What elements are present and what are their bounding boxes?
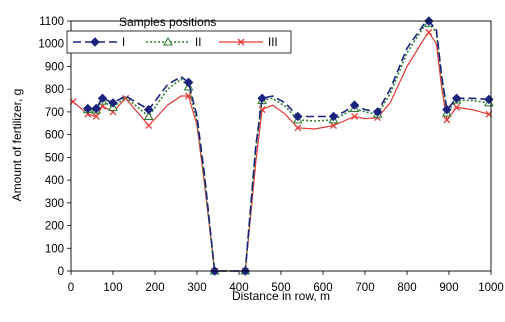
ticks-layer: 0 100 200 300 400 500 600 700 800 900 1000 1100 0 100… — [38, 16, 503, 294]
data-point — [91, 103, 101, 114]
series-line — [87, 20, 489, 272]
data-point — [293, 111, 303, 122]
data-point — [92, 112, 100, 120]
data-point — [83, 103, 93, 114]
y-tick-label: 400 — [45, 175, 64, 187]
data-point — [143, 111, 154, 121]
data-point — [97, 93, 108, 103]
data-point — [328, 111, 339, 122]
data-point — [145, 122, 153, 130]
legend-label: I — [122, 37, 125, 49]
marker-stroke — [122, 94, 130, 102]
legend-entries: I II III — [73, 36, 278, 49]
data-point — [351, 112, 358, 120]
series-line — [72, 31, 490, 272]
legend: Samples positions I II III — [66, 15, 292, 54]
legend-marker — [163, 36, 173, 46]
marker-stroke — [237, 38, 245, 46]
data-point — [108, 98, 118, 108]
data-point — [349, 100, 360, 110]
marker-stroke — [294, 124, 302, 132]
data-point — [453, 103, 461, 111]
data-point — [451, 93, 462, 103]
data-point — [122, 94, 130, 102]
y-tick-label: 300 — [45, 198, 64, 210]
x-tick-label: 100 — [103, 282, 122, 294]
data-point — [425, 28, 433, 36]
x-axis-title: Distance in row, m — [232, 289, 330, 303]
legend-marker — [237, 38, 245, 46]
legend-marker — [90, 37, 100, 47]
marker-stroke — [443, 116, 451, 124]
marker-stroke — [92, 112, 100, 120]
data-point — [443, 116, 451, 124]
x-tick-label: 800 — [397, 282, 416, 294]
y-tick-label: 200 — [45, 221, 64, 233]
y-tick-label: 900 — [45, 61, 64, 73]
legend-entry-iii: III — [219, 37, 278, 49]
y-tick-label: 600 — [45, 130, 64, 142]
x-tick-label: 400 — [229, 282, 248, 294]
y-tick-label: 500 — [45, 152, 64, 164]
legend-title: Samples positions — [119, 15, 216, 29]
x-tick-label: 200 — [145, 282, 164, 294]
marker-stroke — [453, 103, 461, 111]
data-point — [185, 92, 193, 100]
data-point — [294, 124, 302, 132]
y-tick-label: 1000 — [38, 39, 64, 51]
y-tick-label: 0 — [58, 266, 64, 278]
y-tick-label: 1100 — [39, 16, 64, 28]
x-tick-label: 500 — [271, 282, 290, 294]
y-tick-label: 800 — [45, 84, 64, 96]
x-tick-label: 0 — [68, 282, 74, 294]
marker-stroke — [351, 112, 358, 120]
data-point — [183, 77, 194, 88]
x-tick-label: 300 — [187, 282, 206, 294]
data-point — [330, 122, 337, 130]
marker-stroke — [425, 28, 433, 36]
legend-label: II — [195, 37, 201, 49]
data-point — [442, 104, 452, 115]
marker-stroke — [145, 122, 153, 130]
legend-entry-ii: II — [146, 36, 201, 49]
data-point — [257, 93, 267, 103]
marker-stroke — [330, 122, 337, 130]
x-tick-label: 700 — [355, 282, 374, 294]
series-layer — [69, 16, 494, 276]
y-axis-title: Amount of fertilizer, g — [10, 89, 24, 202]
marker-stroke — [185, 92, 193, 100]
x-tick-label: 600 — [313, 282, 332, 294]
x-tick-label: 900 — [439, 282, 458, 294]
legend-entry-i: I — [73, 37, 125, 49]
x-tick-label: 1000 — [478, 282, 504, 294]
legend-label: III — [268, 37, 278, 49]
y-tick-label: 100 — [45, 243, 64, 255]
data-point — [143, 104, 154, 115]
y-tick-label: 700 — [45, 107, 64, 119]
series-i — [83, 16, 494, 276]
data-point — [372, 107, 383, 117]
